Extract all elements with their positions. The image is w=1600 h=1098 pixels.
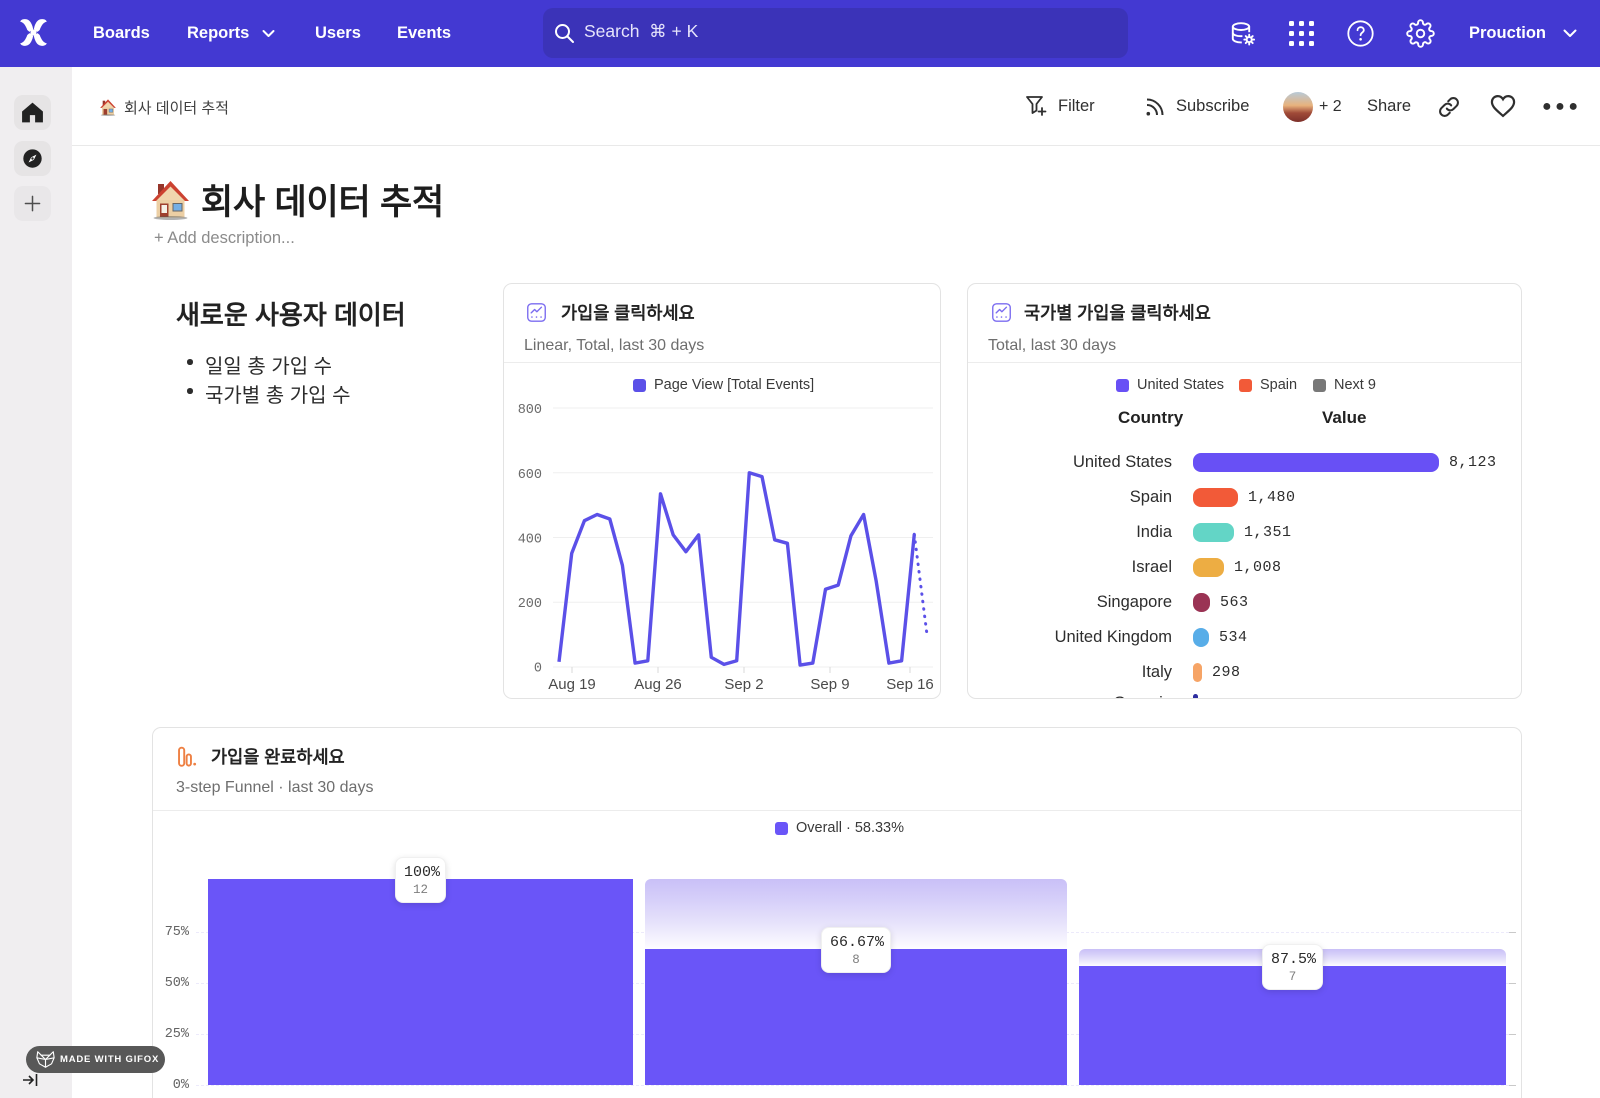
svg-text:Aug 19: Aug 19	[548, 676, 596, 693]
svg-text:Sep 9: Sep 9	[810, 676, 849, 693]
svg-text:800: 800	[518, 403, 542, 418]
svg-text:200: 200	[518, 597, 542, 612]
svg-text:600: 600	[518, 468, 542, 483]
svg-text:Sep 16: Sep 16	[886, 676, 934, 693]
svg-text:0: 0	[534, 662, 542, 677]
svg-text:Sep 2: Sep 2	[724, 676, 763, 693]
svg-text:Aug 26: Aug 26	[634, 676, 682, 693]
svg-text:400: 400	[518, 533, 542, 548]
